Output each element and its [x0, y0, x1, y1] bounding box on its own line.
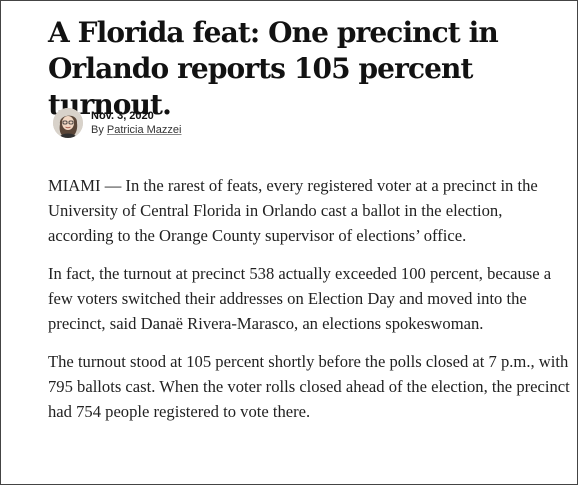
- article-headline: A Florida feat: One precinct in Orlando …: [48, 16, 499, 121]
- article-paragraph: MIAMI — In the rarest of feats, every re…: [48, 176, 538, 245]
- author-link[interactable]: Patricia Mazzei: [106, 124, 182, 136]
- article-paragraph: In fact, the turnout at precinct 538 act…: [48, 264, 552, 333]
- publish-date: Nov. 3, 2020: [91, 110, 154, 122]
- byline: Nov. 3, 2020 By Patricia Mazzei: [53, 108, 181, 138]
- byline-prefix: By: [91, 124, 104, 136]
- author-photo-icon: [53, 108, 83, 138]
- article-paragraph: The turnout stood at 105 percent shortly…: [48, 352, 570, 421]
- author-avatar[interactable]: [53, 108, 83, 138]
- article-body: MIAMI — In the rarest of feats, every re…: [48, 173, 570, 437]
